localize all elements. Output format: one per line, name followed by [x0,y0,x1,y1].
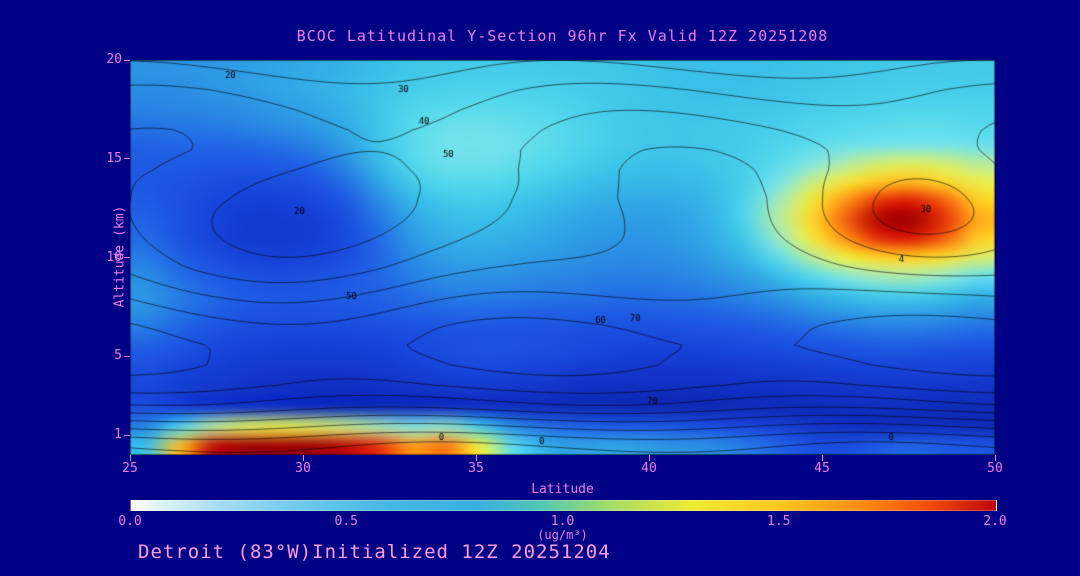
y-tick-mark [124,257,130,258]
x-tick-mark [129,455,131,461]
y-tick-label: 10 [106,249,122,265]
colorbar-tick-label: 1.0 [550,514,575,529]
x-tick-label: 40 [641,461,657,476]
y-tick-label: 15 [106,150,122,166]
x-tick-label: 25 [122,461,138,476]
x-tick-mark [994,455,996,461]
colorbar-tick-label: 1.5 [767,514,791,529]
colorbar-tick-label: 2.0 [983,514,1007,529]
x-tick-mark [648,455,650,461]
y-tick-mark [124,434,130,436]
colorbar-tick-label: 0.0 [118,514,142,529]
x-tick-label: 50 [987,461,1003,476]
plot-title: BCOC Latitudinal Y-Section 96hr Fx Valid… [296,27,829,45]
y-tick-label: 1 [114,427,122,443]
y-tick-mark [124,158,130,160]
x-tick-mark [302,455,304,461]
footer-annotation: Detroit (83°W)Initialized 12Z 20251204 [138,541,611,563]
y-tick-label: 20 [106,52,122,67]
x-tick-label: 35 [468,461,484,476]
y-tick-mark [124,59,130,61]
y-tick-mark [124,355,130,357]
y-tick-label: 5 [114,348,122,364]
x-tick-mark [475,455,477,461]
colorbar-tick-label: 0.5 [334,514,358,529]
latitude-axis-label: Latitude [531,482,594,497]
colorbar [130,500,997,511]
x-tick-label: 30 [295,461,311,476]
x-tick-mark [821,455,823,461]
cross-section-heatmap-canvas [130,60,995,455]
x-tick-label: 45 [814,461,830,476]
colorbar-units-label: (ug/m³) [537,528,588,542]
